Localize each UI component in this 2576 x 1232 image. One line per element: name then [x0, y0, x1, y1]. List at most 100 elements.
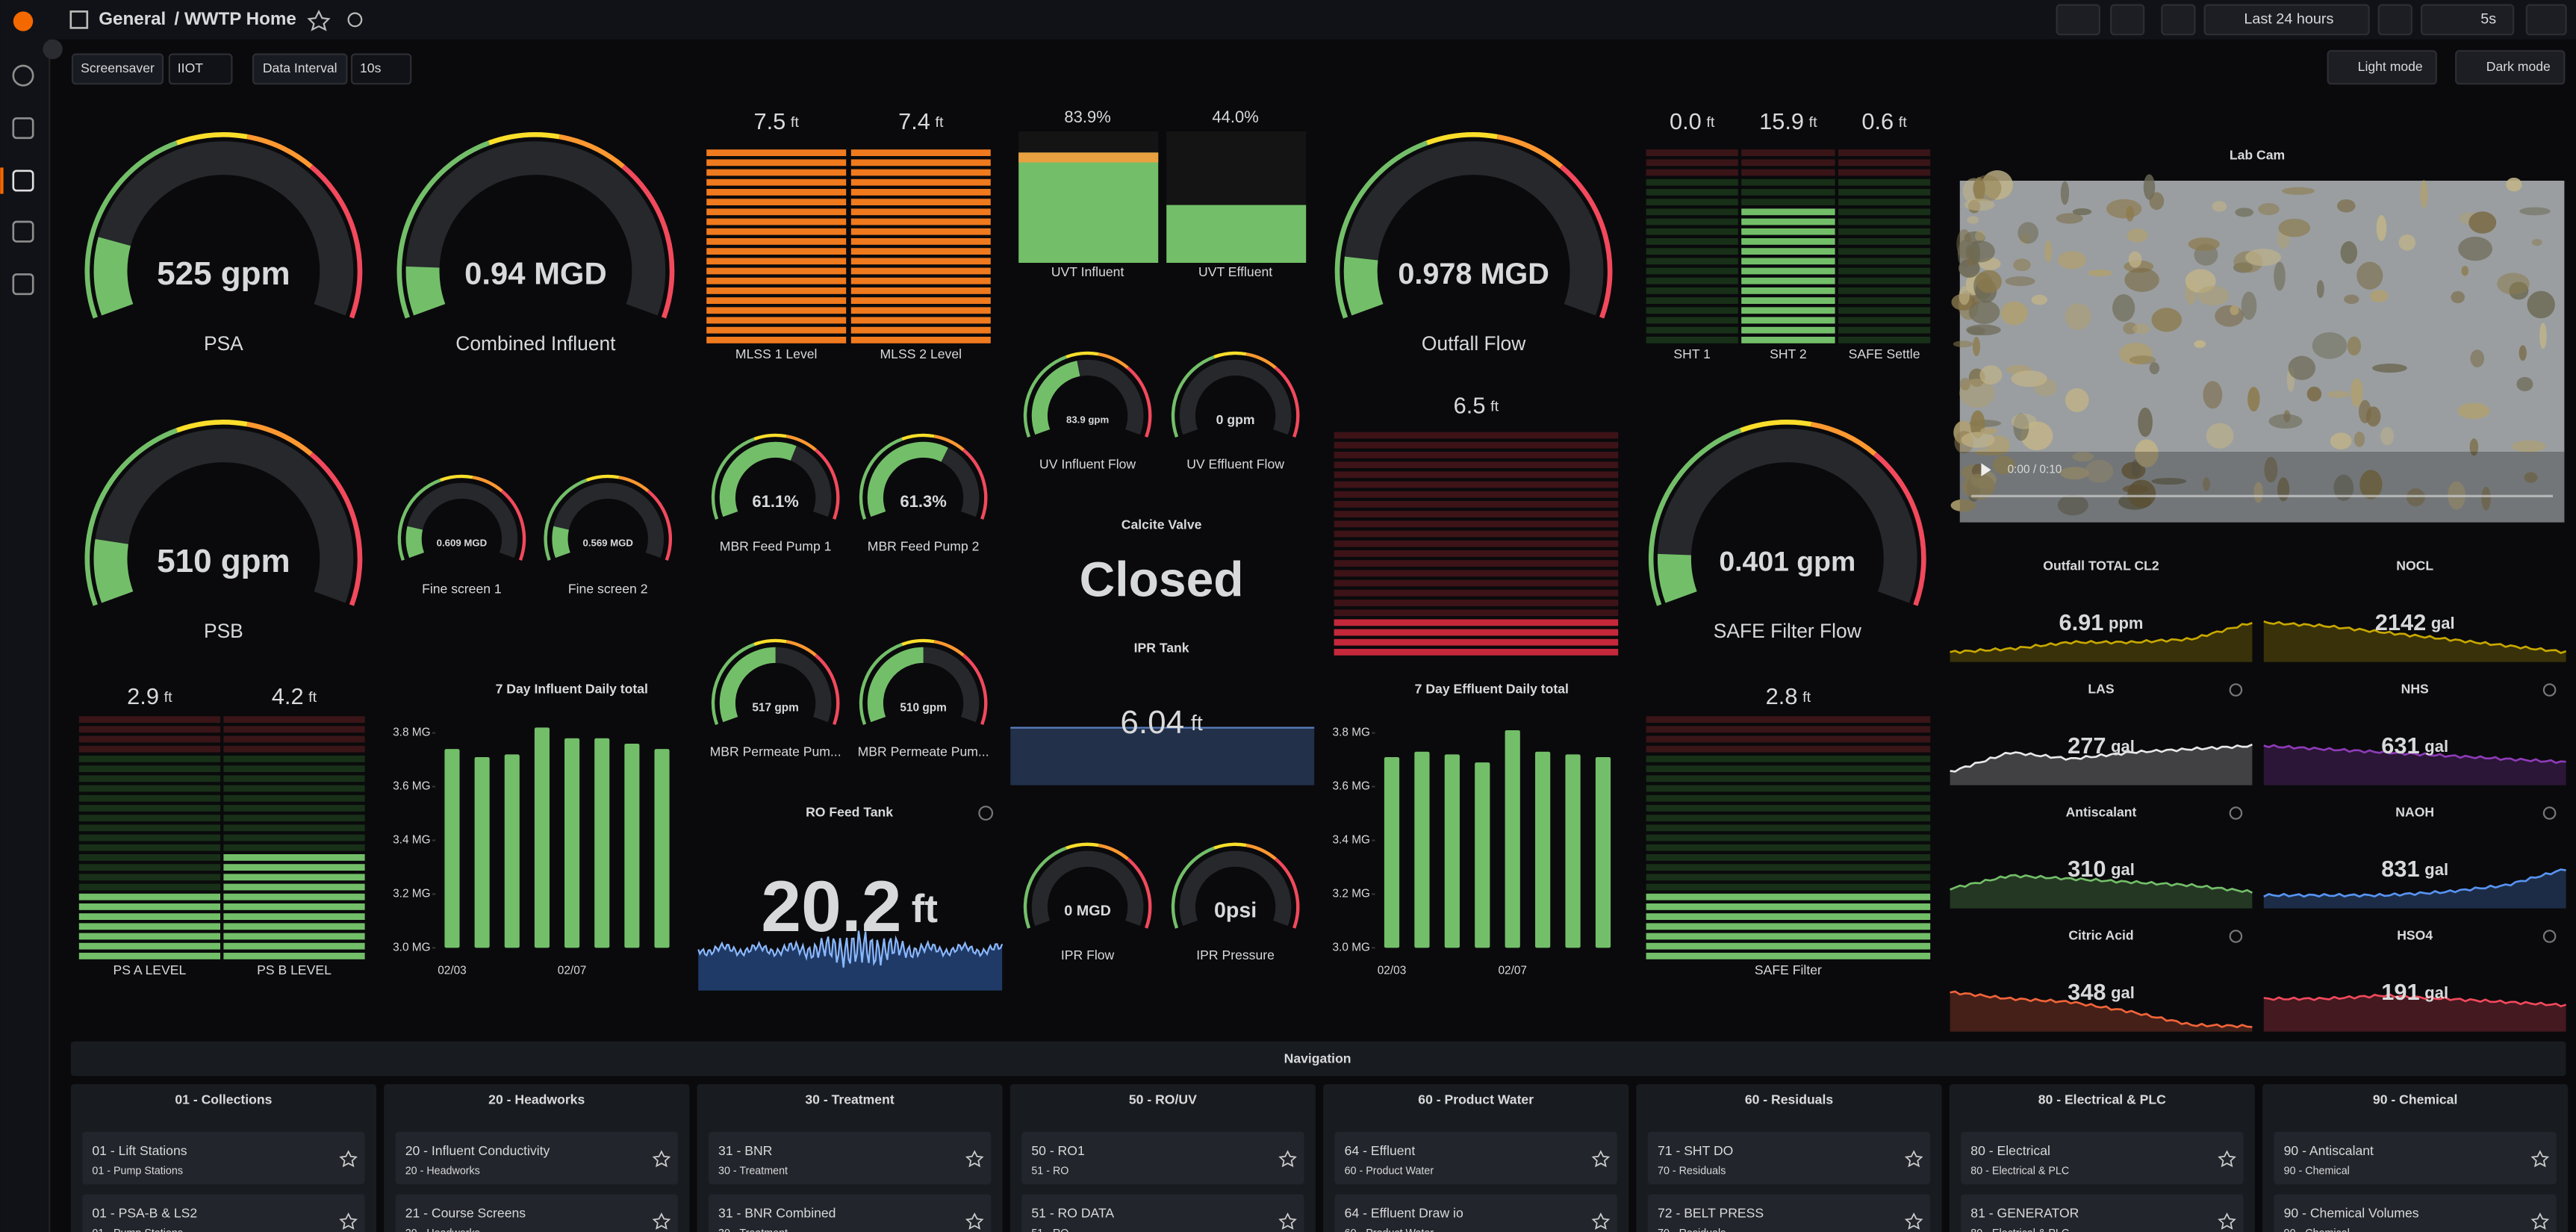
nav-link-subtitle: 80 - Electrical & PLC [1970, 1165, 2069, 1177]
x-tick-label: 02/03 [438, 964, 467, 977]
nav-link-box[interactable] [2274, 1194, 2557, 1232]
level-segment [1838, 238, 1931, 245]
level-segment [1741, 178, 1835, 186]
nav-link[interactable]: 31 - BNR 30 - Treatment [708, 1131, 992, 1185]
sidebar-icon[interactable] [12, 64, 34, 87]
level-segment [1741, 267, 1835, 275]
level-segment [1646, 834, 1931, 841]
nav-star[interactable] [1278, 1150, 1297, 1168]
nav-link-subtitle: 01 - Pump Stations [92, 1228, 183, 1232]
gauge-track [1343, 141, 1604, 316]
stat-title: Calcite Valve [1121, 517, 1202, 532]
toolbar-button[interactable] [2056, 4, 2100, 36]
level-segment [1646, 883, 1931, 891]
nav-star[interactable] [1904, 1150, 1923, 1168]
nav-link-box[interactable] [2274, 1131, 2557, 1185]
gauge-threshold [1334, 140, 1428, 319]
nav-link[interactable]: 71 - SHT DO 70 - Residuals [1647, 1131, 1931, 1185]
panel-title: NAOH [2395, 805, 2434, 820]
level-segment [1741, 277, 1835, 284]
share-icon[interactable] [347, 12, 363, 28]
toolbar-button[interactable] [2161, 4, 2196, 36]
nav-link-box[interactable] [1961, 1131, 2244, 1185]
microscope-particle [2376, 215, 2387, 241]
nav-link-box[interactable] [1021, 1131, 1304, 1185]
nav-link[interactable]: 64 - Effluent Draw io 60 - Product Water [1334, 1194, 1617, 1232]
nav-star[interactable] [1278, 1212, 1297, 1230]
nav-star[interactable] [652, 1150, 671, 1168]
sidebar-toggle[interactable] [43, 39, 63, 60]
nav-star[interactable] [1904, 1212, 1923, 1230]
dashboard-title: / WWTP Home [174, 9, 296, 29]
refresh-button[interactable] [2420, 4, 2515, 36]
nav-star[interactable] [965, 1212, 984, 1230]
nav-link[interactable]: 64 - Effluent 60 - Product Water [1334, 1131, 1617, 1185]
nav-link-box[interactable] [395, 1131, 678, 1185]
microscope-particle [2469, 438, 2479, 456]
nav-link[interactable]: 80 - Electrical 80 - Electrical & PLC [1961, 1131, 2244, 1185]
nav-star[interactable] [2218, 1150, 2236, 1168]
variable-label: Screensaver [81, 60, 155, 75]
nav-star[interactable] [2530, 1212, 2550, 1230]
nav-link-box[interactable] [1334, 1194, 1617, 1232]
nav-link[interactable]: 21 - Course Screens 20 - Headworks [395, 1194, 678, 1232]
nav-link-box[interactable] [708, 1131, 992, 1185]
gauge: 0.401 gpm SAFE Filter Flow [1648, 420, 1926, 642]
level-segment [1646, 178, 1738, 186]
variable-select[interactable] [350, 53, 412, 85]
nav-link[interactable]: 90 - Chemical Volumes 90 - Chemical [2274, 1194, 2557, 1232]
level-segment [223, 874, 365, 881]
nav-link-box[interactable] [1021, 1194, 1304, 1232]
theme-button[interactable] [2455, 50, 2566, 85]
nav-link-box[interactable] [1647, 1131, 1931, 1185]
nav-star[interactable] [2218, 1212, 2236, 1230]
toolbar-button[interactable] [2110, 4, 2145, 36]
nav-link-box[interactable] [395, 1194, 678, 1232]
sidebar-icon[interactable] [12, 117, 34, 140]
variable-select[interactable] [168, 53, 233, 85]
microscope-particle [1950, 499, 1976, 512]
tv-button[interactable] [2525, 4, 2567, 36]
nav-star[interactable] [339, 1212, 358, 1230]
nav-link[interactable]: 01 - PSA-B & LS2 01 - Pump Stations [82, 1194, 365, 1232]
nav-link-box[interactable] [82, 1131, 365, 1185]
nav-star[interactable] [652, 1212, 671, 1230]
nav-link-box[interactable] [82, 1194, 365, 1232]
sidebar-icon[interactable] [12, 273, 34, 296]
time-picker[interactable] [2203, 4, 2370, 36]
nav-link[interactable]: 01 - Lift Stations 01 - Pump Stations [82, 1131, 365, 1185]
nav-link-box[interactable] [1334, 1131, 1617, 1185]
level-segment [1838, 337, 1931, 343]
level-segment [223, 864, 365, 871]
row-header[interactable] [70, 1041, 2566, 1076]
nav-star[interactable] [1591, 1212, 1611, 1230]
microscope-particle [2330, 432, 2352, 449]
nav-link[interactable]: 51 - RO DATA 51 - RO [1021, 1194, 1304, 1232]
nav-star[interactable] [1591, 1150, 1611, 1168]
nav-link[interactable]: 50 - RO1 51 - RO [1021, 1131, 1304, 1185]
sidebar-icon[interactable] [12, 220, 34, 243]
nav-star[interactable] [965, 1150, 984, 1168]
level-segment [850, 178, 991, 186]
level-number: 4.2 [272, 683, 304, 709]
level-segment [1334, 600, 1619, 606]
gauge-threshold [785, 640, 817, 657]
nav-link-box[interactable] [1647, 1194, 1931, 1232]
nav-link[interactable]: 31 - BNR Combined 30 - Treatment [708, 1194, 992, 1232]
play-button[interactable] [1981, 463, 1991, 476]
nav-link[interactable]: 72 - BELT PRESS 70 - Residuals [1647, 1194, 1931, 1232]
microscope-particle [2235, 208, 2254, 217]
nav-link[interactable]: 20 - Influent Conductivity 20 - Headworks [395, 1131, 678, 1185]
nav-link-box[interactable] [1961, 1194, 2244, 1232]
level-segment [78, 745, 220, 753]
nav-link[interactable]: 90 - Antiscalant 90 - Chemical [2274, 1131, 2557, 1185]
nav-star[interactable] [339, 1150, 358, 1168]
nav-link-box[interactable] [708, 1194, 992, 1232]
star-icon[interactable] [307, 9, 331, 31]
level-segment [1646, 726, 1931, 733]
theme-button[interactable] [2327, 50, 2437, 85]
nav-star[interactable] [2530, 1150, 2550, 1168]
zoom-button[interactable] [2377, 4, 2412, 36]
nav-link[interactable]: 81 - GENERATOR 80 - Electrical & PLC [1961, 1194, 2244, 1232]
sidebar-icon[interactable] [12, 169, 34, 192]
